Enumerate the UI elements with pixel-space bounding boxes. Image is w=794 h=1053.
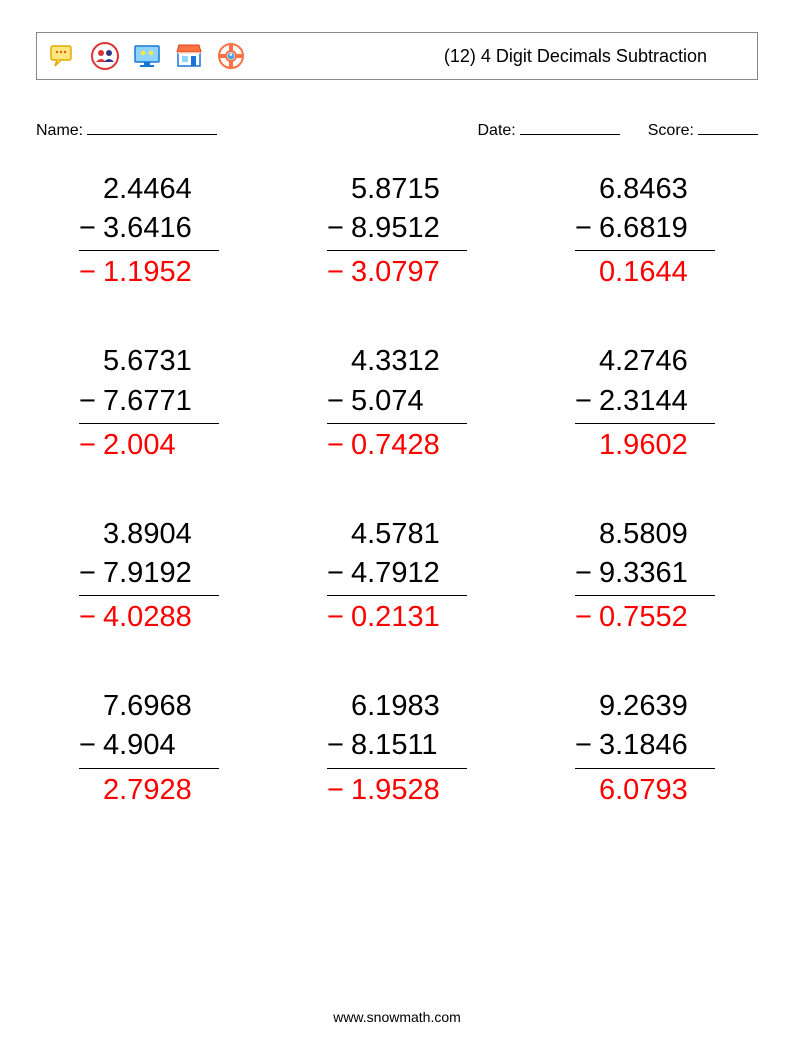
problem-answer: −0.7428: [327, 423, 467, 465]
score-underline: [698, 118, 758, 135]
shop-icon: [173, 40, 205, 72]
problem-8: 4.5781−4.7912−0.2131: [327, 515, 467, 637]
date-label: Date:: [478, 122, 516, 140]
info-row: Name: Date: Score:: [36, 118, 758, 140]
lifebuoy-icon: [215, 40, 247, 72]
problem-7: 3.8904−7.9192−4.0288: [79, 515, 219, 637]
problem-top: 8.5809: [575, 515, 715, 554]
problem-5: 4.3312−5.074−0.7428: [327, 342, 467, 464]
name-field: Name:: [36, 118, 217, 140]
problem-top: 9.2639: [575, 687, 715, 726]
problem-top: 4.2746: [575, 342, 715, 381]
problem-9: 8.5809−9.3361−0.7552: [575, 515, 715, 637]
problem-answer: −1.1952: [79, 250, 219, 292]
problem-2: 5.8715−8.9512−3.0797: [327, 170, 467, 292]
problem-top: 3.8904: [79, 515, 219, 554]
problem-answer: −0.7552: [575, 595, 715, 637]
chat-icon: [47, 40, 79, 72]
problem-top: 2.4464: [79, 170, 219, 209]
problem-answer: 0.1644: [575, 250, 715, 292]
problem-12: 9.2639−3.1846 6.0793: [575, 687, 715, 809]
problem-11: 6.1983−8.1511−1.9528: [327, 687, 467, 809]
problem-top: 5.6731: [79, 342, 219, 381]
date-underline: [520, 118, 620, 135]
problem-bottom: −7.6771: [79, 382, 219, 421]
problem-bottom: −5.074: [327, 382, 467, 421]
score-label: Score:: [648, 122, 694, 140]
screen-icon: [131, 40, 163, 72]
problem-answer: −1.9528: [327, 768, 467, 810]
footer-url: www.snowmath.com: [0, 1009, 794, 1025]
problem-top: 5.8715: [327, 170, 467, 209]
problem-bottom: −4.904: [79, 726, 219, 765]
problem-answer: 1.9602: [575, 423, 715, 465]
header-icons: [47, 40, 247, 72]
problem-bottom: −2.3144: [575, 382, 715, 421]
problem-bottom: −9.3361: [575, 554, 715, 593]
page-title: (12) 4 Digit Decimals Subtraction: [444, 46, 707, 67]
header-bar: (12) 4 Digit Decimals Subtraction: [36, 32, 758, 80]
problem-4: 5.6731−7.6771−2.004: [79, 342, 219, 464]
problem-answer: −2.004: [79, 423, 219, 465]
problem-bottom: −8.9512: [327, 209, 467, 248]
problem-bottom: −3.6416: [79, 209, 219, 248]
problem-top: 6.1983: [327, 687, 467, 726]
problems-grid: 2.4464−3.6416−1.1952 5.8715−8.9512−3.079…: [70, 170, 724, 810]
problem-answer: −0.2131: [327, 595, 467, 637]
problem-answer: −3.0797: [327, 250, 467, 292]
problem-answer: 6.0793: [575, 768, 715, 810]
problem-3: 6.8463−6.6819 0.1644: [575, 170, 715, 292]
problem-top: 7.6968: [79, 687, 219, 726]
people-icon: [89, 40, 121, 72]
problem-bottom: −4.7912: [327, 554, 467, 593]
name-label: Name:: [36, 122, 83, 140]
problem-6: 4.2746−2.3144 1.9602: [575, 342, 715, 464]
problem-1: 2.4464−3.6416−1.1952: [79, 170, 219, 292]
problem-bottom: −8.1511: [327, 726, 467, 765]
name-underline: [87, 118, 217, 135]
problem-top: 4.3312: [327, 342, 467, 381]
problem-10: 7.6968−4.904 2.7928: [79, 687, 219, 809]
problem-bottom: −7.9192: [79, 554, 219, 593]
problem-bottom: −6.6819: [575, 209, 715, 248]
problem-top: 4.5781: [327, 515, 467, 554]
problem-bottom: −3.1846: [575, 726, 715, 765]
problem-top: 6.8463: [575, 170, 715, 209]
problem-answer: 2.7928: [79, 768, 219, 810]
problem-answer: −4.0288: [79, 595, 219, 637]
